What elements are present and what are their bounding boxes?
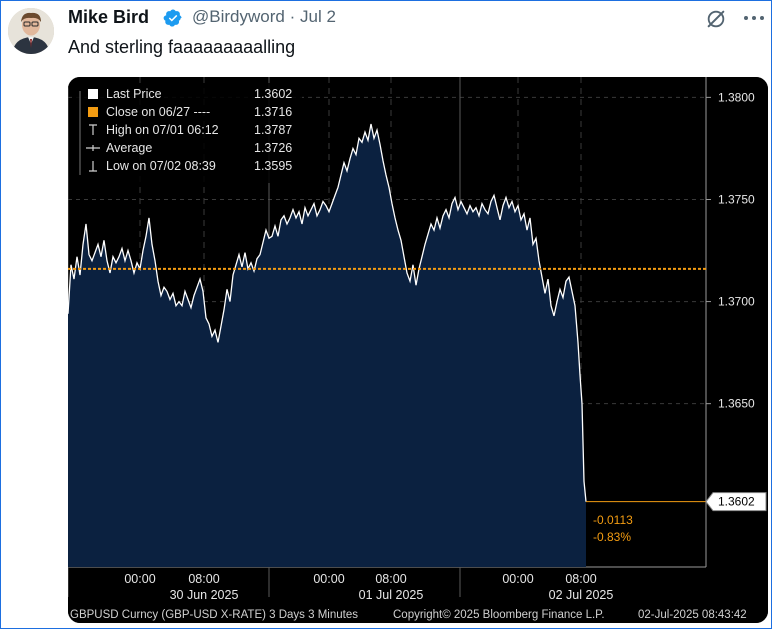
legend-label-last-price: Last Price	[106, 87, 162, 101]
x-tick-time: 08:00	[565, 572, 596, 586]
y-tick-label: 1.3650	[718, 397, 755, 411]
x-tick-time: 08:00	[375, 572, 406, 586]
price-line	[68, 123, 587, 502]
footer-copyright: Copyright© 2025 Bloomberg Finance L.P.	[393, 609, 605, 621]
author-name[interactable]: Mike Bird	[68, 7, 150, 27]
x-tick-day: 02 Jul 2025	[549, 588, 614, 602]
separator-dot: ·	[289, 7, 296, 26]
legend-background	[72, 83, 302, 183]
y-axis-ticks: 1.3800 1.3750 1.3700 1.3650	[706, 90, 755, 411]
legend-label-high: High on 07/01 06:12	[106, 123, 219, 137]
y-tick-label: 1.3700	[718, 295, 755, 309]
chart-legend: Last Price 1.3602 Close on 06/27 ---- 1.…	[72, 83, 302, 183]
x-tick-day: 01 Jul 2025	[359, 588, 424, 602]
avatar[interactable]	[8, 8, 54, 54]
x-tick-time: 08:00	[188, 572, 219, 586]
legend-value-last-price: 1.3602	[254, 87, 292, 101]
last-price-tag: 1.3602	[705, 492, 767, 512]
legend-high-icon	[89, 124, 97, 135]
footer-security: GBPUSD Curncy (GBP-USD X-RATE) 3 Days 3 …	[70, 609, 358, 621]
avatar-image	[8, 8, 54, 54]
last-price-tag-shape	[705, 492, 767, 512]
chart-image[interactable]: 1.3800 1.3750 1.3700 1.3650 1.3602 -0.0113 …	[68, 77, 768, 623]
x-tick-time: 00:00	[313, 572, 344, 586]
grok-icon[interactable]	[705, 8, 727, 30]
x-tick-day: 30 Jun 2025	[170, 588, 239, 602]
handle-and-date: @Birdyword · Jul 2	[192, 7, 336, 27]
author-handle[interactable]: @Birdyword	[192, 7, 285, 26]
legend-swatch-last-price	[88, 89, 98, 99]
legend-value-average: 1.3726	[254, 141, 292, 155]
y-tick-label: 1.3750	[718, 193, 755, 207]
legend-swatch-close	[88, 107, 98, 117]
verified-badge-icon	[163, 9, 182, 27]
change-percent: -0.83%	[593, 530, 631, 544]
x-tick-time: 00:00	[502, 572, 533, 586]
legend-value-high: 1.3787	[254, 123, 292, 137]
post-date[interactable]: Jul 2	[299, 7, 336, 26]
change-absolute: -0.0113	[593, 513, 633, 527]
legend-average-icon	[86, 145, 100, 151]
legend-low-icon	[89, 161, 97, 172]
legend-value-close: 1.3716	[254, 105, 292, 119]
x-tick-time: 00:00	[124, 572, 155, 586]
more-icon[interactable]	[742, 10, 766, 26]
legend-label-close: Close on 06/27 ----	[106, 105, 210, 119]
price-area	[68, 124, 586, 567]
footer-timestamp: 02-Jul-2025 08:43:42	[638, 609, 747, 621]
legend-label-average: Average	[106, 141, 152, 155]
legend-value-low: 1.3595	[254, 159, 292, 173]
legend-label-low: Low on 07/02 08:39	[106, 159, 216, 173]
x-axis-ticks: 00:00 08:00 00:00 08:00 00:00 08:00 30 Jun 202…	[124, 572, 613, 602]
y-tick-label: 1.3800	[718, 90, 755, 104]
tweet-text: And sterling faaaaaaaaalling	[68, 37, 296, 57]
last-price-tag-text: 1.3602	[718, 495, 755, 509]
